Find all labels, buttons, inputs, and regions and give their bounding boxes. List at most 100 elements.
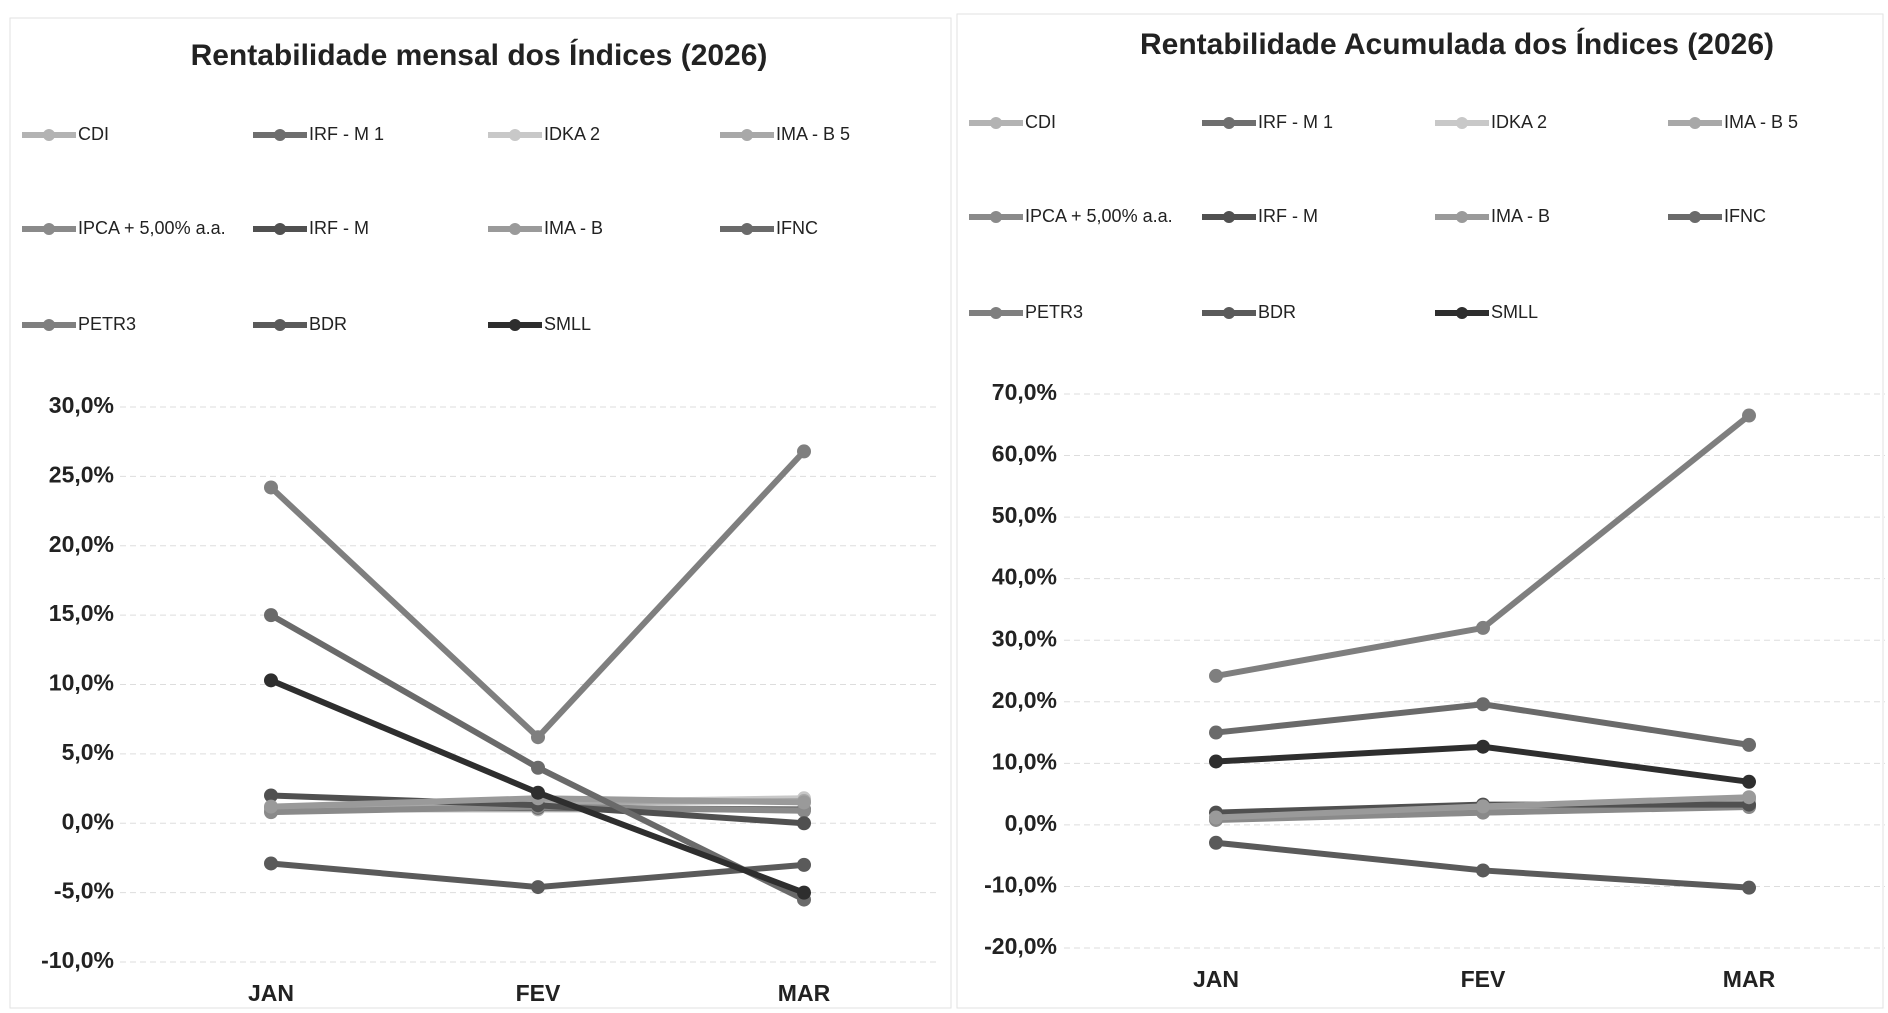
point (1476, 739, 1490, 754)
series-line (269, 612, 806, 903)
legend-marker (1456, 211, 1468, 223)
y-tick-label: -20,0% (984, 933, 1057, 959)
x-tick-label: FEV (1461, 966, 1506, 992)
y-tick-label: -10,0% (41, 947, 114, 973)
legend-marker (274, 129, 286, 141)
legend-marker (1223, 211, 1235, 223)
chart-title: Rentabilidade mensal dos Índices (2026) (191, 38, 768, 72)
y-tick-label: -10,0% (984, 872, 1057, 898)
legend-label: IRF - M 1 (309, 124, 384, 144)
point (797, 444, 811, 459)
legend-label: IPCA + 5,00% a.a. (1025, 206, 1173, 226)
point (797, 857, 811, 872)
legend-marker (509, 319, 521, 331)
legend-marker (1689, 117, 1701, 129)
point (1742, 408, 1756, 423)
legend-label: CDI (78, 124, 109, 144)
point (531, 880, 545, 895)
legend-label: CDI (1025, 112, 1056, 132)
y-tick-label: 20,0% (992, 687, 1057, 713)
legend-label: IRF - M 1 (1258, 112, 1333, 132)
point (531, 760, 545, 775)
chart-frame (9, 17, 952, 1009)
legend-marker (1223, 117, 1235, 129)
y-tick-label: 10,0% (49, 670, 114, 696)
point (1476, 799, 1490, 814)
point (1742, 880, 1756, 895)
point (1742, 790, 1756, 805)
legend-marker (1456, 117, 1468, 129)
point (1209, 668, 1223, 683)
legend-label: IMA - B 5 (1724, 112, 1798, 132)
point (1476, 620, 1490, 635)
legend-marker (43, 223, 55, 235)
legend-label: IFNC (1724, 206, 1766, 226)
x-tick-label: MAR (1723, 966, 1776, 992)
legend-marker (43, 129, 55, 141)
y-tick-label: 40,0% (992, 564, 1057, 590)
point (264, 673, 278, 688)
legend-label: IPCA + 5,00% a.a. (78, 218, 226, 238)
y-tick-label: 20,0% (49, 531, 114, 557)
point (264, 856, 278, 871)
point (1742, 774, 1756, 789)
legend-marker (509, 129, 521, 141)
y-tick-label: 25,0% (49, 461, 114, 487)
legend-label: IRF - M (1258, 206, 1318, 226)
legend-marker (990, 117, 1002, 129)
point (1209, 810, 1223, 825)
chart-frame (956, 13, 1884, 1009)
y-tick-label: 70,0% (992, 379, 1057, 405)
legend-label: IMA - B (544, 218, 603, 238)
x-tick-label: FEV (516, 980, 561, 1006)
x-tick-label: JAN (248, 980, 294, 1006)
legend-label: BDR (309, 314, 347, 334)
y-tick-label: 60,0% (992, 441, 1057, 467)
legend-marker (43, 319, 55, 331)
y-tick-label: 30,0% (49, 392, 114, 418)
x-tick-label: MAR (778, 980, 831, 1006)
point (1476, 697, 1490, 712)
point (1476, 863, 1490, 878)
legend-label: IDKA 2 (1491, 112, 1547, 132)
legend-label: PETR3 (1025, 302, 1083, 322)
legend-marker (990, 307, 1002, 319)
y-tick-label: 10,0% (992, 748, 1057, 774)
legend-label: PETR3 (78, 314, 136, 334)
legend-label: IMA - B (1491, 206, 1550, 226)
point (531, 785, 545, 800)
legend-marker (1223, 307, 1235, 319)
point (1742, 737, 1756, 752)
y-tick-label: 15,0% (49, 600, 114, 626)
series-line (268, 449, 807, 741)
legend-marker (1456, 307, 1468, 319)
point (797, 795, 811, 810)
y-tick-label: -5,0% (54, 878, 114, 904)
x-tick-label: JAN (1193, 966, 1239, 992)
y-tick-label: 5,0% (62, 739, 114, 765)
legend-marker (509, 223, 521, 235)
legend-marker (274, 319, 286, 331)
legend-marker (1689, 211, 1701, 223)
legend-label: IMA - B 5 (776, 124, 850, 144)
y-tick-label: 30,0% (992, 625, 1057, 651)
legend-label: IRF - M (309, 218, 369, 238)
legend-label: IFNC (776, 218, 818, 238)
point (1209, 835, 1223, 850)
point (264, 799, 278, 814)
point (264, 608, 278, 623)
legend-label: IDKA 2 (544, 124, 600, 144)
legend-label: SMLL (544, 314, 591, 334)
series-line (1215, 413, 1751, 679)
chart-title: Rentabilidade Acumulada dos Índices (202… (1140, 27, 1774, 61)
legend-marker (990, 211, 1002, 223)
point (797, 816, 811, 831)
point (1209, 754, 1223, 769)
point (1209, 725, 1223, 740)
legend-marker (741, 223, 753, 235)
legend-label: SMLL (1491, 302, 1538, 322)
legend-label: BDR (1258, 302, 1296, 322)
legend-marker (274, 223, 286, 235)
point (264, 788, 278, 803)
